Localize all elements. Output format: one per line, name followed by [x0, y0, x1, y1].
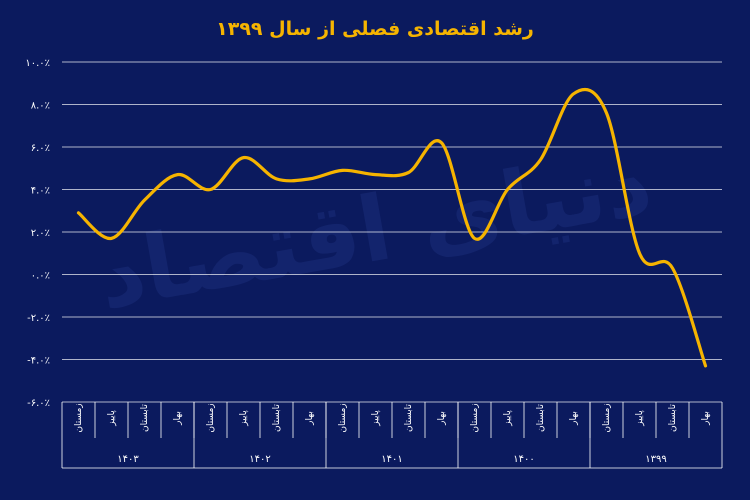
category-label: پاییز [635, 410, 645, 427]
y-tick-label: ۸.۰٪ [31, 101, 50, 112]
category-label: زمستان [206, 403, 216, 432]
category-label: تابستان [668, 404, 678, 432]
category-label: بهار [305, 411, 315, 426]
category-label: تابستان [272, 404, 282, 432]
category-label: پاییز [239, 410, 249, 427]
category-label: پاییز [503, 410, 513, 427]
y-tick-label: -۲.۰٪ [27, 313, 50, 324]
group-label: ۱۴۰۳ [117, 454, 139, 465]
category-label: زمستان [602, 403, 612, 432]
watermark-text: دنیای اقتصاد [90, 130, 659, 331]
category-label: بهار [569, 411, 579, 426]
y-tick-label: ۰.۰٪ [31, 271, 50, 282]
y-tick-label: ۲.۰٪ [31, 228, 50, 239]
category-label: تابستان [536, 404, 546, 432]
category-label: تابستان [140, 404, 150, 432]
y-tick-label: ۴.۰٪ [31, 186, 50, 197]
group-label: ۱۴۰۲ [249, 454, 270, 465]
category-label: بهار [173, 411, 183, 426]
group-label: ۱۴۰۰ [513, 454, 534, 465]
group-label: ۱۳۹۹ [645, 454, 666, 465]
series-line [76, 87, 708, 368]
category-label: زمستان [470, 403, 480, 432]
y-tick-label: -۶.۰٪ [27, 398, 50, 409]
chart-title: رشد اقتصادی فصلی از سال ۱۳۹۹ [216, 18, 534, 40]
category-label: پاییز [371, 410, 381, 427]
category-label: بهار [701, 411, 711, 426]
y-tick-label: ۱۰.۰٪ [25, 58, 50, 69]
group-label: ۱۴۰۱ [381, 454, 402, 465]
y-tick-label: -۴.۰٪ [27, 356, 50, 367]
category-label: تابستان [404, 404, 414, 432]
category-label: بهار [437, 411, 447, 426]
y-tick-label: ۶.۰٪ [31, 143, 50, 154]
category-label: زمستان [338, 403, 348, 432]
category-label: پاییز [107, 410, 117, 427]
category-label: زمستان [74, 403, 84, 432]
